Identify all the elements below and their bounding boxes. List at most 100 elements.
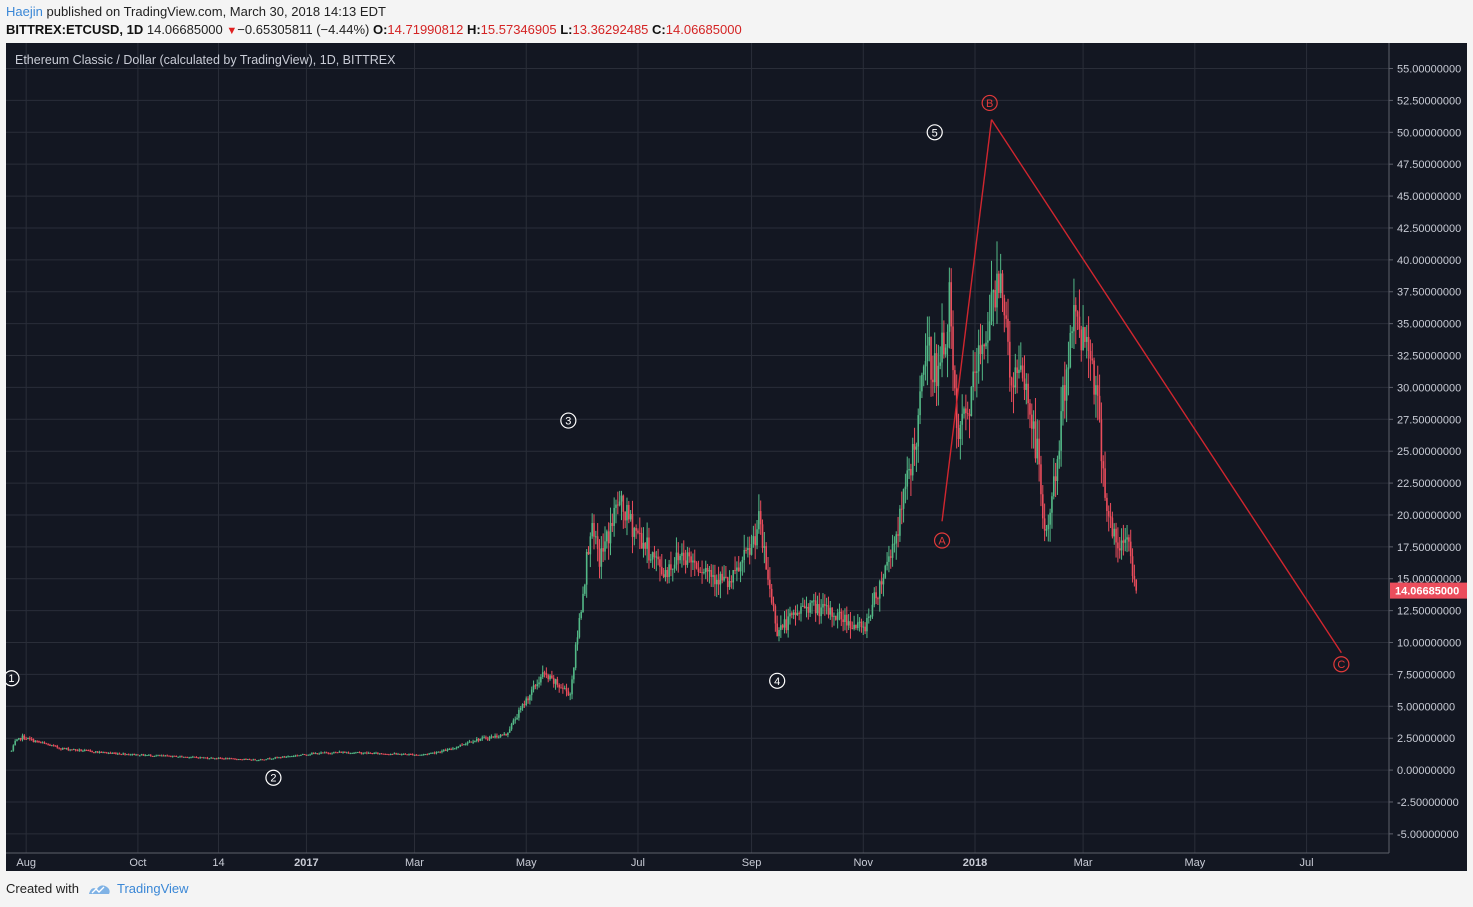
candle-body bbox=[836, 613, 839, 620]
candle-body bbox=[541, 672, 544, 677]
candle-body bbox=[162, 755, 165, 757]
candle-body bbox=[157, 755, 159, 757]
y-tick-label: -2.50000000 bbox=[1397, 797, 1459, 809]
candle-body bbox=[549, 675, 551, 680]
candle-body bbox=[137, 754, 139, 756]
candle-body bbox=[770, 588, 773, 603]
candle-body bbox=[492, 736, 495, 738]
candle-body bbox=[164, 755, 167, 757]
candle-body bbox=[89, 750, 92, 752]
author-link[interactable]: Haejin bbox=[6, 4, 43, 19]
candle-body bbox=[208, 758, 211, 760]
candle-body bbox=[919, 391, 921, 416]
candle-body bbox=[955, 388, 958, 428]
candle-body bbox=[206, 757, 209, 759]
candle-body bbox=[640, 533, 643, 549]
candle-body bbox=[783, 619, 786, 628]
candle-body bbox=[607, 531, 610, 544]
candle-body bbox=[741, 559, 744, 563]
candle-body bbox=[512, 720, 515, 724]
candle-body bbox=[701, 572, 703, 574]
candle-body bbox=[402, 753, 405, 755]
candle-body bbox=[638, 532, 641, 534]
candle-body bbox=[551, 675, 553, 678]
candle-body bbox=[340, 751, 343, 753]
candle-body bbox=[296, 755, 299, 757]
price-axis[interactable]: 55.00000000 52.50000000 50.00000000 47.5000… bbox=[1388, 43, 1467, 853]
candle-body bbox=[587, 551, 590, 555]
candle-body bbox=[468, 741, 471, 743]
candle-body bbox=[1100, 419, 1103, 462]
candle-body bbox=[838, 611, 841, 614]
candle-body bbox=[866, 617, 868, 632]
candle-body bbox=[869, 616, 872, 618]
candle-body bbox=[655, 556, 658, 558]
candlestick-chart[interactable]: Ethereum Classic / Dollar (calculated by… bbox=[3, 43, 1467, 871]
candle-body bbox=[437, 751, 440, 753]
wave-abc-line bbox=[990, 119, 1342, 654]
candle-body bbox=[1073, 305, 1075, 332]
y-tick-label: 47.50000000 bbox=[1397, 159, 1461, 171]
candle-body bbox=[267, 758, 269, 760]
candle-body bbox=[706, 567, 709, 572]
candle-body bbox=[181, 756, 183, 758]
candle-body bbox=[615, 504, 617, 508]
tradingview-brand[interactable]: TradingView bbox=[87, 881, 189, 896]
candle-body bbox=[842, 619, 844, 622]
candle-body bbox=[76, 750, 79, 752]
candle-body bbox=[25, 738, 27, 740]
candle-body bbox=[126, 754, 128, 756]
candle-body bbox=[684, 560, 687, 565]
candle-body bbox=[1016, 367, 1018, 374]
candle-body bbox=[219, 757, 222, 759]
x-tick-label: 14 bbox=[212, 857, 224, 869]
candle-body bbox=[1020, 365, 1022, 370]
candle-body bbox=[631, 513, 634, 537]
candle-body bbox=[331, 753, 333, 755]
candle-body bbox=[712, 575, 714, 577]
candle-body bbox=[122, 753, 125, 755]
candle-body bbox=[140, 754, 143, 756]
candle-body bbox=[366, 752, 368, 754]
candle-body bbox=[723, 576, 725, 581]
candle-body bbox=[38, 740, 40, 743]
candle-body bbox=[466, 742, 469, 744]
candle-body bbox=[908, 468, 910, 471]
candle-body bbox=[578, 618, 581, 638]
candle-body bbox=[992, 290, 995, 293]
candle-body bbox=[748, 547, 751, 555]
candle-body bbox=[686, 552, 689, 565]
candle-body bbox=[523, 704, 526, 706]
candle-body bbox=[353, 752, 355, 754]
chart-area[interactable]: Ethereum Classic / Dollar (calculated by… bbox=[3, 43, 1467, 871]
candle-body bbox=[985, 342, 987, 347]
wave-lines bbox=[941, 119, 1342, 654]
time-axis[interactable]: Aug Oct 14 2017 Mar May Jul Sep Nov 2018 Mar May Jul bbox=[6, 852, 1389, 869]
candle-body bbox=[1052, 476, 1055, 497]
candle-body bbox=[171, 755, 174, 757]
candle-body bbox=[726, 577, 729, 588]
wave-abc-line bbox=[941, 119, 993, 522]
candle-body bbox=[772, 602, 775, 607]
brand-name: TradingView bbox=[116, 881, 189, 896]
candle-body bbox=[1084, 327, 1086, 342]
candle-body bbox=[160, 755, 163, 757]
candle-body bbox=[1041, 494, 1044, 519]
candle-body bbox=[904, 486, 907, 490]
candle-body bbox=[730, 581, 733, 583]
candle-body bbox=[933, 353, 936, 383]
candle-body bbox=[644, 542, 647, 549]
candle-body bbox=[781, 625, 784, 628]
candle-body bbox=[1029, 403, 1031, 415]
candle-body bbox=[30, 738, 33, 740]
high-value: 15.57346905 bbox=[480, 22, 557, 37]
candle-body bbox=[234, 758, 236, 760]
footer: Created with TradingView bbox=[6, 881, 189, 896]
candle-body bbox=[356, 752, 359, 754]
candle-body bbox=[878, 581, 881, 599]
candle-body bbox=[34, 740, 37, 743]
candle-body bbox=[774, 606, 777, 624]
candle-body bbox=[543, 672, 546, 674]
candle-body bbox=[1032, 421, 1035, 429]
candle-body bbox=[1091, 358, 1094, 361]
